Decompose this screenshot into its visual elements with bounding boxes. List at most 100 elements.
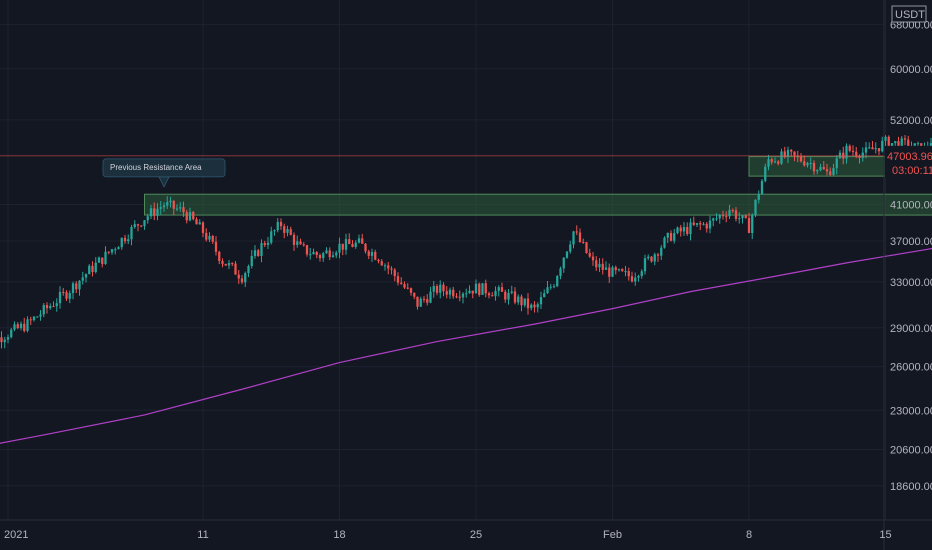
- candle[interactable]: [328, 250, 331, 258]
- candle[interactable]: [682, 227, 686, 232]
- candle[interactable]: [744, 215, 747, 218]
- candle[interactable]: [725, 216, 728, 218]
- candle[interactable]: [192, 211, 195, 220]
- candle[interactable]: [448, 289, 452, 295]
- candle[interactable]: [575, 231, 578, 233]
- candle[interactable]: [487, 293, 491, 296]
- candle[interactable]: [325, 250, 328, 254]
- candle[interactable]: [244, 273, 247, 283]
- previous-resistance-label-box[interactable]: [102, 158, 226, 178]
- candle[interactable]: [705, 223, 708, 229]
- candle[interactable]: [699, 223, 702, 225]
- candle[interactable]: [393, 269, 396, 277]
- candle[interactable]: [572, 231, 575, 245]
- candle[interactable]: [182, 207, 185, 213]
- candle[interactable]: [52, 306, 55, 308]
- candle[interactable]: [819, 167, 822, 171]
- candle[interactable]: [208, 235, 211, 240]
- candle[interactable]: [32, 316, 36, 321]
- candle[interactable]: [773, 161, 777, 163]
- candle[interactable]: [907, 139, 910, 149]
- candle[interactable]: [816, 170, 819, 172]
- candle[interactable]: [36, 316, 39, 318]
- candle[interactable]: [143, 220, 146, 227]
- candle[interactable]: [348, 239, 351, 245]
- candle[interactable]: [409, 288, 413, 293]
- candle[interactable]: [806, 163, 809, 166]
- candle[interactable]: [439, 284, 442, 293]
- candle[interactable]: [728, 210, 731, 217]
- candle[interactable]: [162, 205, 166, 208]
- candle[interactable]: [354, 242, 357, 247]
- candle[interactable]: [110, 249, 114, 253]
- candle[interactable]: [530, 304, 533, 309]
- candle[interactable]: [916, 143, 920, 145]
- candle[interactable]: [276, 221, 279, 231]
- candle[interactable]: [91, 265, 94, 272]
- candle[interactable]: [387, 265, 390, 269]
- candle[interactable]: [747, 217, 751, 233]
- candle[interactable]: [16, 324, 19, 329]
- candle[interactable]: [367, 251, 370, 256]
- candle[interactable]: [88, 265, 91, 275]
- candle[interactable]: [23, 323, 26, 331]
- candle[interactable]: [140, 225, 143, 227]
- candle[interactable]: [559, 268, 562, 277]
- candle[interactable]: [549, 286, 552, 288]
- candle[interactable]: [234, 263, 237, 275]
- candle[interactable]: [858, 155, 861, 158]
- candle[interactable]: [650, 256, 653, 262]
- candle[interactable]: [292, 234, 296, 245]
- candle[interactable]: [214, 241, 218, 252]
- candle[interactable]: [751, 215, 754, 233]
- candle[interactable]: [777, 161, 780, 164]
- candle[interactable]: [708, 220, 712, 229]
- candle[interactable]: [780, 151, 783, 164]
- candle[interactable]: [562, 257, 565, 269]
- candle[interactable]: [305, 245, 309, 255]
- candle[interactable]: [169, 200, 172, 203]
- candle[interactable]: [442, 284, 445, 292]
- candle[interactable]: [374, 252, 377, 260]
- candle[interactable]: [224, 263, 227, 266]
- candle[interactable]: [903, 138, 907, 140]
- candle[interactable]: [539, 297, 543, 305]
- ma-200-line[interactable]: [0, 194, 932, 456]
- candle[interactable]: [45, 305, 49, 309]
- candle[interactable]: [929, 143, 932, 148]
- candle[interactable]: [526, 298, 530, 309]
- candle[interactable]: [286, 229, 289, 233]
- candle[interactable]: [604, 267, 608, 270]
- candle[interactable]: [861, 152, 864, 158]
- candle[interactable]: [666, 232, 669, 238]
- candle[interactable]: [380, 261, 383, 266]
- candle[interactable]: [569, 244, 572, 252]
- candle[interactable]: [104, 251, 107, 264]
- candle[interactable]: [822, 167, 825, 170]
- candle[interactable]: [621, 269, 624, 272]
- candle[interactable]: [257, 250, 260, 256]
- candle[interactable]: [829, 171, 832, 175]
- candle[interactable]: [253, 250, 257, 257]
- candle[interactable]: [546, 287, 549, 294]
- candle[interactable]: [153, 208, 156, 216]
- candle[interactable]: [422, 298, 426, 300]
- candle[interactable]: [270, 231, 273, 243]
- candle[interactable]: [237, 274, 240, 279]
- candle[interactable]: [335, 252, 338, 256]
- candle[interactable]: [679, 227, 682, 232]
- candle[interactable]: [19, 323, 23, 329]
- candle[interactable]: [55, 303, 58, 307]
- candle[interactable]: [673, 233, 676, 241]
- candle[interactable]: [871, 147, 874, 150]
- candle[interactable]: [718, 215, 721, 219]
- candle[interactable]: [58, 291, 62, 304]
- candle[interactable]: [396, 276, 400, 283]
- candle[interactable]: [517, 296, 520, 303]
- candle[interactable]: [231, 262, 234, 264]
- candle[interactable]: [533, 304, 536, 308]
- candle[interactable]: [260, 243, 263, 256]
- candle[interactable]: [263, 243, 266, 245]
- candle[interactable]: [455, 296, 458, 298]
- candle[interactable]: [42, 305, 45, 315]
